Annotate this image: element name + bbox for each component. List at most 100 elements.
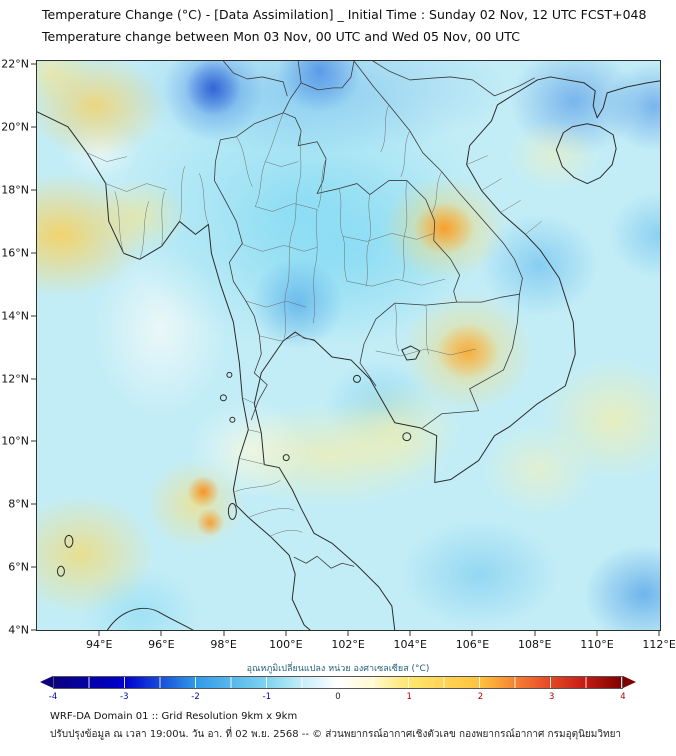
coastline-east-gulf-vietnam [253,76,660,630]
province-line [346,278,445,287]
y-tick-mark [31,315,36,317]
y-tick-mark [31,566,36,568]
x-tick-mark [409,631,411,636]
province-line [481,178,502,191]
province-line [338,188,348,282]
x-tick-mark [658,631,660,636]
sumatra-coast [106,607,194,630]
province-line [105,183,167,192]
x-tick-mark [471,631,473,636]
border-thailand-malaysia [293,555,355,569]
border-myanmar-laos [282,61,302,114]
x-tick-mark [160,631,162,636]
border-thailand-laos [282,112,461,303]
province-line [265,161,299,167]
x-tick-label: 112°E [642,638,676,651]
border-cambodia-vietnam [422,293,520,429]
y-tick-mark [31,63,36,65]
y-tick-mark [31,252,36,254]
x-tick-label: 106°E [455,638,490,651]
colorbar-tick-label: 3 [549,692,555,702]
province-line [380,104,390,152]
coastlines [37,76,660,630]
province-line [199,173,209,225]
y-tick-mark [31,126,36,128]
border-laos-cambodia [456,293,520,303]
colorbar-ticks: -4 -3 -2 -1 0 1 2 3 4 [49,692,626,703]
y-tick-label: 4°N [8,623,29,637]
andaman-island [64,534,74,548]
province-line [235,480,281,492]
province-line [342,233,434,242]
colorbar-left-arrow [40,676,53,688]
x-tick-mark [285,631,287,636]
province-line [375,348,476,357]
province-line [270,530,303,537]
hainan-island-coast [555,123,617,185]
border-thailand-cambodia [359,301,458,387]
border-laos-china [300,61,355,91]
province-line [242,397,256,405]
province-line [240,458,266,465]
province-line [466,155,488,165]
province-line [402,180,408,280]
y-tick-label: 16°N [1,246,29,260]
x-tick-label: 102°E [331,638,365,651]
border-laos-vietnam [353,61,523,295]
y-tick-mark [31,378,36,380]
footer-domain-info: WRF-DA Domain 01 :: Grid Resolution 9km … [50,711,298,722]
y-tick-label: 20°N [1,120,29,134]
province-line [86,152,127,162]
x-tick-mark [223,631,225,636]
colorbar-gradient [53,676,623,689]
province-line [139,201,149,260]
colorbar-tick-label: 1 [406,692,412,702]
province-line [179,166,185,222]
y-tick-label: 6°N [8,560,29,574]
samui-island [282,454,290,462]
map-frame: 22°N 20°N 18°N 16°N 14°N 12°N 10°N 8°N 6°N 4°N 94… [1,58,676,651]
province-line [161,191,165,247]
colorbar-title: อุณหภูมิเปลี่ยนแปลง หน่วย องศาเซลเซียส (… [246,664,430,674]
province-line [312,209,318,324]
mergui-island [219,394,227,402]
x-tick-mark [596,631,598,636]
province-line [242,244,318,252]
colorbar-tick-label: 2 [477,692,484,702]
colorbar-tick-label: 4 [620,692,626,702]
map-boundaries [37,61,660,630]
x-tick-mark [347,631,349,636]
x-tick-label: 94°E [85,638,113,651]
province-line [394,302,400,352]
border-china-vietnam [372,61,535,97]
colorbar-tick-label: -3 [120,692,129,702]
x-tick-label: 100°E [269,638,303,651]
y-tick-label: 8°N [8,497,29,511]
province-line [291,130,302,232]
x-tick-label: 96°E [148,638,175,651]
figure-title-line1: Temperature Change (°C) - [Data Assimila… [42,7,647,22]
province-line [425,304,429,355]
y-tick-mark [31,440,36,442]
colorbar-right-arrow [623,676,636,688]
province-line [431,171,442,214]
province-line [260,334,315,342]
y-tick-mark [31,629,36,631]
footer-credit: ปรับปรุงข้อมูล ณ เวลา 19:00น. วัน อา. ที… [50,729,622,740]
temperature-change-field [37,61,660,630]
y-tick-label: 14°N [1,309,29,323]
province-line [236,136,253,187]
province-line [255,203,318,212]
border-myanmar-thailand [214,112,284,421]
x-tick-label: 98°E [210,638,237,651]
x-tick-label: 104°E [393,638,427,651]
coastline-west-myanmar-peninsula [37,111,311,630]
andaman-island [56,565,65,577]
x-tick-label: 110°E [580,638,614,651]
country-borders [214,61,535,569]
province-line [525,221,542,235]
colorbar-tick-label: -4 [48,692,58,702]
province-line [246,300,307,308]
x-tick-mark [98,631,100,636]
